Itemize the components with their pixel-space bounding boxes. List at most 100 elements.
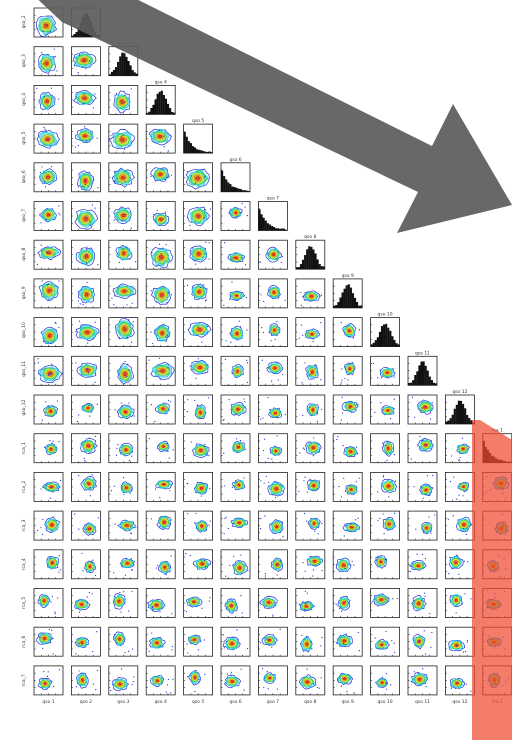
scatter-speck bbox=[246, 647, 249, 650]
contour-level bbox=[385, 371, 390, 374]
panel-frame bbox=[332, 510, 363, 541]
scatter-speck bbox=[229, 298, 231, 300]
contour-level bbox=[312, 522, 316, 525]
scatter-speck bbox=[118, 336, 120, 339]
contour-level bbox=[157, 134, 163, 139]
contour-level bbox=[83, 216, 89, 221]
scatter-speck bbox=[246, 214, 248, 217]
contour-level bbox=[42, 637, 47, 640]
scatter-speck bbox=[123, 90, 125, 93]
scatter-speck bbox=[87, 372, 90, 374]
scatter-speck bbox=[162, 484, 165, 486]
scatter-speck bbox=[87, 342, 89, 344]
contour-level bbox=[160, 331, 164, 335]
scatter-speck bbox=[422, 440, 424, 442]
scatter-speck bbox=[224, 358, 226, 361]
scatter-speck bbox=[260, 517, 262, 520]
scatter-speck bbox=[151, 632, 153, 634]
scatter-speck bbox=[260, 294, 262, 296]
contour-level bbox=[116, 404, 135, 420]
scatter-speck bbox=[346, 691, 348, 693]
contour-panel bbox=[257, 433, 288, 464]
scatter-speck bbox=[260, 480, 262, 482]
scatter-speck bbox=[169, 490, 171, 492]
scatter-speck bbox=[271, 646, 273, 648]
scatter-speck bbox=[393, 642, 395, 644]
histogram-bar bbox=[430, 380, 433, 386]
scatter-speck bbox=[96, 137, 98, 139]
scatter-speck bbox=[223, 533, 225, 535]
scatter-speck bbox=[59, 479, 62, 481]
scatter-speck bbox=[209, 520, 211, 522]
histogram-bar bbox=[71, 35, 74, 37]
scatter-speck bbox=[192, 247, 194, 249]
histogram-bar bbox=[150, 107, 153, 115]
scatter-speck bbox=[304, 590, 306, 592]
scatter-speck bbox=[123, 148, 126, 150]
contour-panel bbox=[295, 278, 326, 309]
contour-level bbox=[153, 323, 171, 342]
scatter-speck bbox=[280, 261, 282, 263]
scatter-speck bbox=[268, 595, 270, 597]
scatter-speck bbox=[240, 595, 242, 597]
scatter-speck bbox=[267, 253, 269, 255]
histogram-bar bbox=[164, 98, 168, 115]
contour-level bbox=[50, 523, 54, 527]
scatter-speck bbox=[195, 263, 197, 265]
contour-level bbox=[45, 137, 50, 142]
histogram-bar bbox=[110, 71, 114, 76]
scatter-speck bbox=[96, 631, 98, 633]
scatter-speck bbox=[189, 554, 191, 557]
scatter-speck bbox=[121, 405, 123, 407]
scatter-speck bbox=[358, 329, 361, 331]
contour-level bbox=[37, 677, 53, 691]
highlight-band bbox=[472, 420, 512, 740]
scatter-speck bbox=[235, 299, 237, 301]
scatter-speck bbox=[424, 595, 426, 597]
scatter-speck bbox=[148, 359, 150, 361]
scatter-speck bbox=[58, 669, 61, 671]
contour-level bbox=[348, 367, 352, 371]
contour-panel bbox=[145, 510, 176, 541]
scatter-speck bbox=[86, 482, 88, 484]
scatter-speck bbox=[394, 651, 396, 653]
contour-level bbox=[124, 524, 129, 527]
contour-level bbox=[193, 676, 197, 679]
scatter-speck bbox=[94, 321, 96, 323]
scatter-speck bbox=[197, 358, 199, 360]
scatter-speck bbox=[416, 553, 418, 555]
scatter-speck bbox=[426, 475, 428, 477]
scatter-speck bbox=[159, 259, 161, 261]
contour-panel bbox=[444, 471, 475, 502]
scatter-speck bbox=[131, 140, 134, 143]
histogram-bar bbox=[185, 136, 188, 154]
contour-panel bbox=[220, 278, 251, 309]
scatter-speck bbox=[54, 55, 56, 58]
histogram-bar bbox=[198, 149, 201, 154]
contour-level bbox=[122, 251, 126, 255]
scatter-speck bbox=[341, 412, 344, 414]
contour-level bbox=[230, 517, 248, 529]
scatter-speck bbox=[43, 180, 46, 182]
scatter-speck bbox=[50, 87, 53, 89]
contour-level bbox=[44, 61, 49, 66]
scatter-speck bbox=[187, 652, 189, 654]
scatter-speck bbox=[279, 560, 281, 562]
scatter-speck bbox=[431, 474, 434, 477]
contour-level bbox=[449, 678, 466, 689]
scatter-speck bbox=[82, 304, 84, 306]
highlight-layer bbox=[472, 420, 512, 740]
scatter-speck bbox=[385, 630, 387, 633]
scatter-speck bbox=[392, 598, 394, 600]
scatter-speck bbox=[80, 288, 82, 291]
scatter-speck bbox=[131, 302, 133, 304]
contour-panel bbox=[33, 394, 64, 425]
contour-level bbox=[235, 331, 239, 336]
scatter-speck bbox=[244, 401, 246, 403]
scatter-speck bbox=[110, 689, 112, 692]
contour-level bbox=[456, 516, 473, 532]
contour-panel bbox=[220, 317, 251, 348]
row-label: qso_2 bbox=[21, 15, 27, 28]
scatter-speck bbox=[113, 485, 115, 487]
